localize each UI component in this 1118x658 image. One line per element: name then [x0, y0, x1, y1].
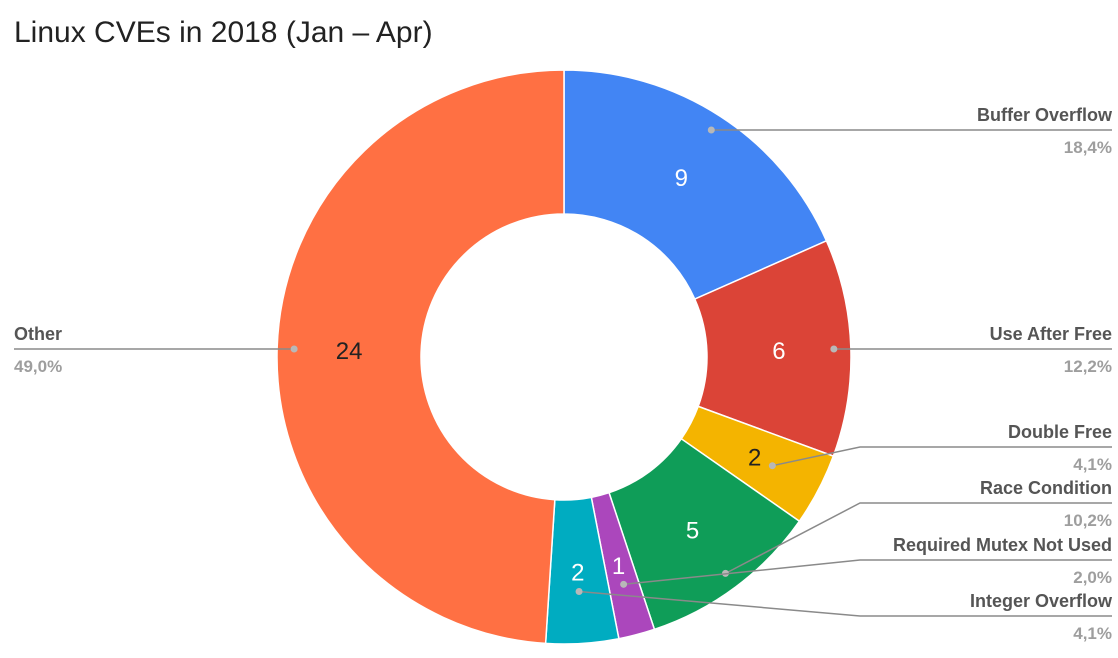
category-label-use-after-free: Use After Free	[990, 324, 1112, 344]
percent-label-double-free: 4,1%	[1073, 455, 1112, 474]
leader-lines-group	[14, 126, 1112, 617]
category-label-double-free: Double Free	[1008, 422, 1112, 442]
leader-line-integer-overflow	[578, 590, 1112, 617]
leader-line-race-condition	[725, 502, 1112, 575]
slices-group	[276, 69, 852, 645]
slice-other	[276, 69, 565, 645]
percent-label-race-condition: 10,2%	[1064, 511, 1112, 530]
value-label-integer-overflow: 2	[571, 560, 584, 587]
value-label-double-free: 2	[748, 444, 761, 471]
category-label-race-condition: Race Condition	[980, 478, 1112, 498]
value-label-use-after-free: 6	[772, 338, 785, 365]
percent-label-integer-overflow: 4,1%	[1073, 624, 1112, 643]
category-label-integer-overflow: Integer Overflow	[970, 591, 1113, 611]
percent-label-use-after-free: 12,2%	[1064, 357, 1112, 376]
slice-buffer-overflow	[563, 69, 828, 301]
leader-line-required-mutex-not-used	[623, 559, 1112, 586]
leader-dot-use-after-free	[830, 345, 838, 353]
leader-dot-other	[290, 345, 298, 353]
leader-dot-buffer-overflow	[707, 126, 715, 134]
percent-label-other: 49,0%	[14, 357, 62, 376]
percent-label-required-mutex-not-used: 2,0%	[1073, 568, 1112, 587]
leader-dot-double-free	[768, 462, 776, 470]
category-label-buffer-overflow: Buffer Overflow	[977, 105, 1113, 125]
value-label-other: 24	[336, 338, 363, 365]
value-label-required-mutex-not-used: 1	[612, 553, 625, 580]
category-label-required-mutex-not-used: Required Mutex Not Used	[893, 535, 1112, 555]
value-label-race-condition: 5	[686, 517, 699, 544]
percent-label-buffer-overflow: 18,4%	[1064, 138, 1112, 157]
leader-dot-required-mutex-not-used	[620, 580, 628, 588]
category-label-other: Other	[14, 324, 62, 344]
chart-title: Linux CVEs in 2018 (Jan – Apr)	[14, 16, 433, 49]
leader-line-double-free	[772, 446, 1112, 467]
leader-dot-integer-overflow	[575, 588, 583, 596]
labels-group: 9 Buffer Overflow 18,4% 6 Use After Free 12,2…	[14, 105, 1113, 643]
value-label-buffer-overflow: 9	[675, 165, 688, 192]
